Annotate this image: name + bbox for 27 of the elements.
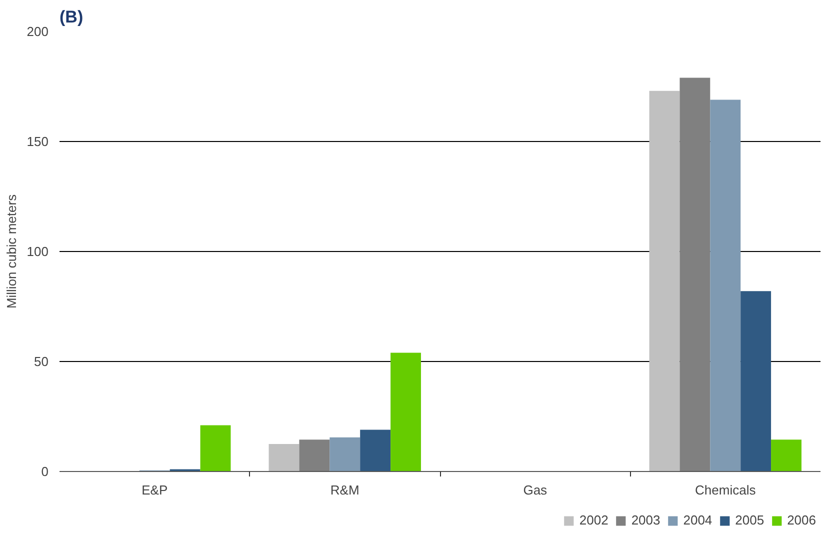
x-tick-label: R&M <box>330 482 360 498</box>
legend-label: 2003 <box>631 512 660 528</box>
bar <box>649 90 680 472</box>
bar <box>680 78 710 472</box>
legend-label: 2006 <box>787 512 816 528</box>
bar <box>710 100 741 472</box>
y-tick-label: 0 <box>41 464 49 479</box>
bar <box>268 444 300 472</box>
y-tick-label: 50 <box>34 354 49 369</box>
bar <box>360 430 391 472</box>
bar <box>771 440 802 472</box>
x-tick-label: Chemicals <box>695 482 756 498</box>
y-axis-title: Million cubic meters <box>4 194 19 309</box>
bar <box>390 352 421 472</box>
y-tick-label: 200 <box>26 24 49 39</box>
y-tick-label: 150 <box>26 134 49 149</box>
x-tick-label: Gas <box>523 482 548 498</box>
chart-title: (B) <box>60 8 84 26</box>
bar <box>330 437 360 472</box>
bar <box>200 425 231 472</box>
bar <box>299 440 330 472</box>
legend-label: 2002 <box>579 512 608 528</box>
legend-label: 2004 <box>683 512 712 528</box>
bar <box>740 291 772 472</box>
y-tick-label: 100 <box>26 244 49 259</box>
x-tick-label: E&P <box>142 482 168 498</box>
legend-label: 2005 <box>735 512 764 528</box>
